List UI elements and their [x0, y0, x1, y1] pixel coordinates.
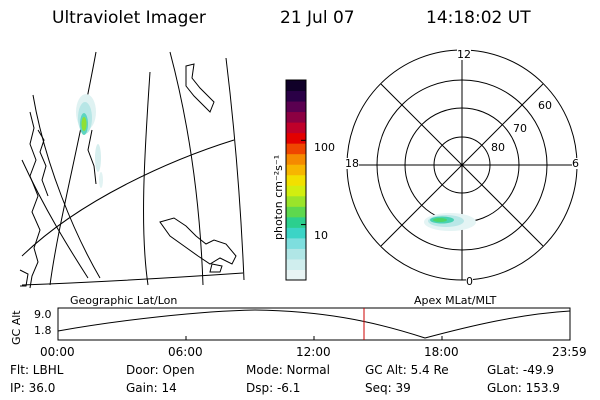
- colorbar-cell: [286, 164, 306, 176]
- mode-info: Mode: Normal: [246, 363, 330, 377]
- colorbar-cell: [286, 80, 306, 92]
- glon-info: GLon: 153.9: [487, 381, 560, 395]
- coastline: [19, 269, 29, 287]
- gc-alt-info: GC Alt: 5.4 Re: [365, 363, 449, 377]
- meridian: [169, 51, 204, 286]
- polar-diagonal: [380, 83, 544, 247]
- time-label: 14:18:02 UT: [426, 8, 531, 28]
- parallel: [21, 139, 235, 257]
- glat-info: GLat: -49.9: [487, 363, 554, 377]
- coastline: [37, 129, 49, 197]
- apex-panel-label: Apex MLat/MLT: [414, 294, 497, 307]
- mlt-label-6: 6: [572, 157, 579, 170]
- colorbar-cell: [286, 174, 306, 186]
- altitude-xtick: 06:00: [168, 345, 203, 359]
- coastline: [209, 263, 223, 273]
- colorbar-cell: [286, 101, 306, 113]
- ip-info: IP: 36.0: [10, 381, 56, 395]
- mlt-label-18: 18: [345, 157, 359, 170]
- coastline: [159, 217, 237, 265]
- altitude-ylabel: GC Alt: [10, 310, 23, 345]
- colorbar-cell: [286, 248, 306, 260]
- colorbar-cell: [286, 153, 306, 165]
- date-label: 21 Jul 07: [280, 8, 355, 28]
- mlt-label-12: 12: [457, 48, 471, 61]
- altitude-curve: [57, 309, 571, 339]
- mlat-label-60: 60: [538, 99, 552, 112]
- geo-aurora: [76, 94, 103, 188]
- altitude-ytick: 1.8: [34, 324, 52, 337]
- mlat-label-70: 70: [513, 122, 527, 135]
- altitude-xtick: 23:59: [552, 345, 587, 359]
- meridian: [49, 51, 97, 286]
- geo-panel-label: Geographic Lat/Lon: [70, 294, 178, 307]
- mlt-label-0: 0: [466, 275, 473, 288]
- colorbar-cell: [286, 122, 306, 134]
- colorbar-tick-label: 10: [314, 229, 328, 242]
- colorbar-cell: [286, 90, 306, 102]
- colorbar-cell: [286, 195, 306, 207]
- colorbar-cell: [286, 237, 306, 249]
- altitude-ytick: 9.0: [34, 308, 52, 321]
- mlat-label-80: 80: [491, 141, 505, 154]
- polar-aurora: [424, 213, 476, 231]
- coastline: [29, 111, 41, 289]
- seq-info: Seq: 39: [365, 381, 411, 395]
- filter-info: Flt: LBHL: [10, 363, 64, 377]
- door-info: Door: Open: [126, 363, 195, 377]
- colorbar-cell: [286, 132, 306, 144]
- altitude-xtick: 12:00: [296, 345, 331, 359]
- instrument-title: Ultraviolet Imager: [52, 8, 206, 28]
- meridian: [32, 94, 101, 279]
- gain-info: Gain: 14: [126, 381, 177, 395]
- altitude-xtick: 18:00: [424, 345, 459, 359]
- parallel: [21, 272, 244, 286]
- coastline: [185, 63, 215, 113]
- altitude-xtick: 00:00: [40, 345, 75, 359]
- colorbar-cell: [286, 269, 306, 281]
- coastline: [87, 129, 97, 185]
- dsp-info: Dsp: -6.1: [246, 381, 301, 395]
- meridian: [143, 71, 151, 286]
- colorbar-cell: [286, 185, 306, 197]
- colorbar-cell: [286, 111, 306, 123]
- colorbar-tick-label: 100: [314, 141, 335, 154]
- colorbar-cell: [286, 227, 306, 239]
- colorbar-cell: [286, 143, 306, 155]
- colorbar-cell: [286, 206, 306, 218]
- colorbar-cell: [286, 258, 306, 270]
- colorbar-cell: [286, 216, 306, 228]
- meridian: [225, 57, 245, 281]
